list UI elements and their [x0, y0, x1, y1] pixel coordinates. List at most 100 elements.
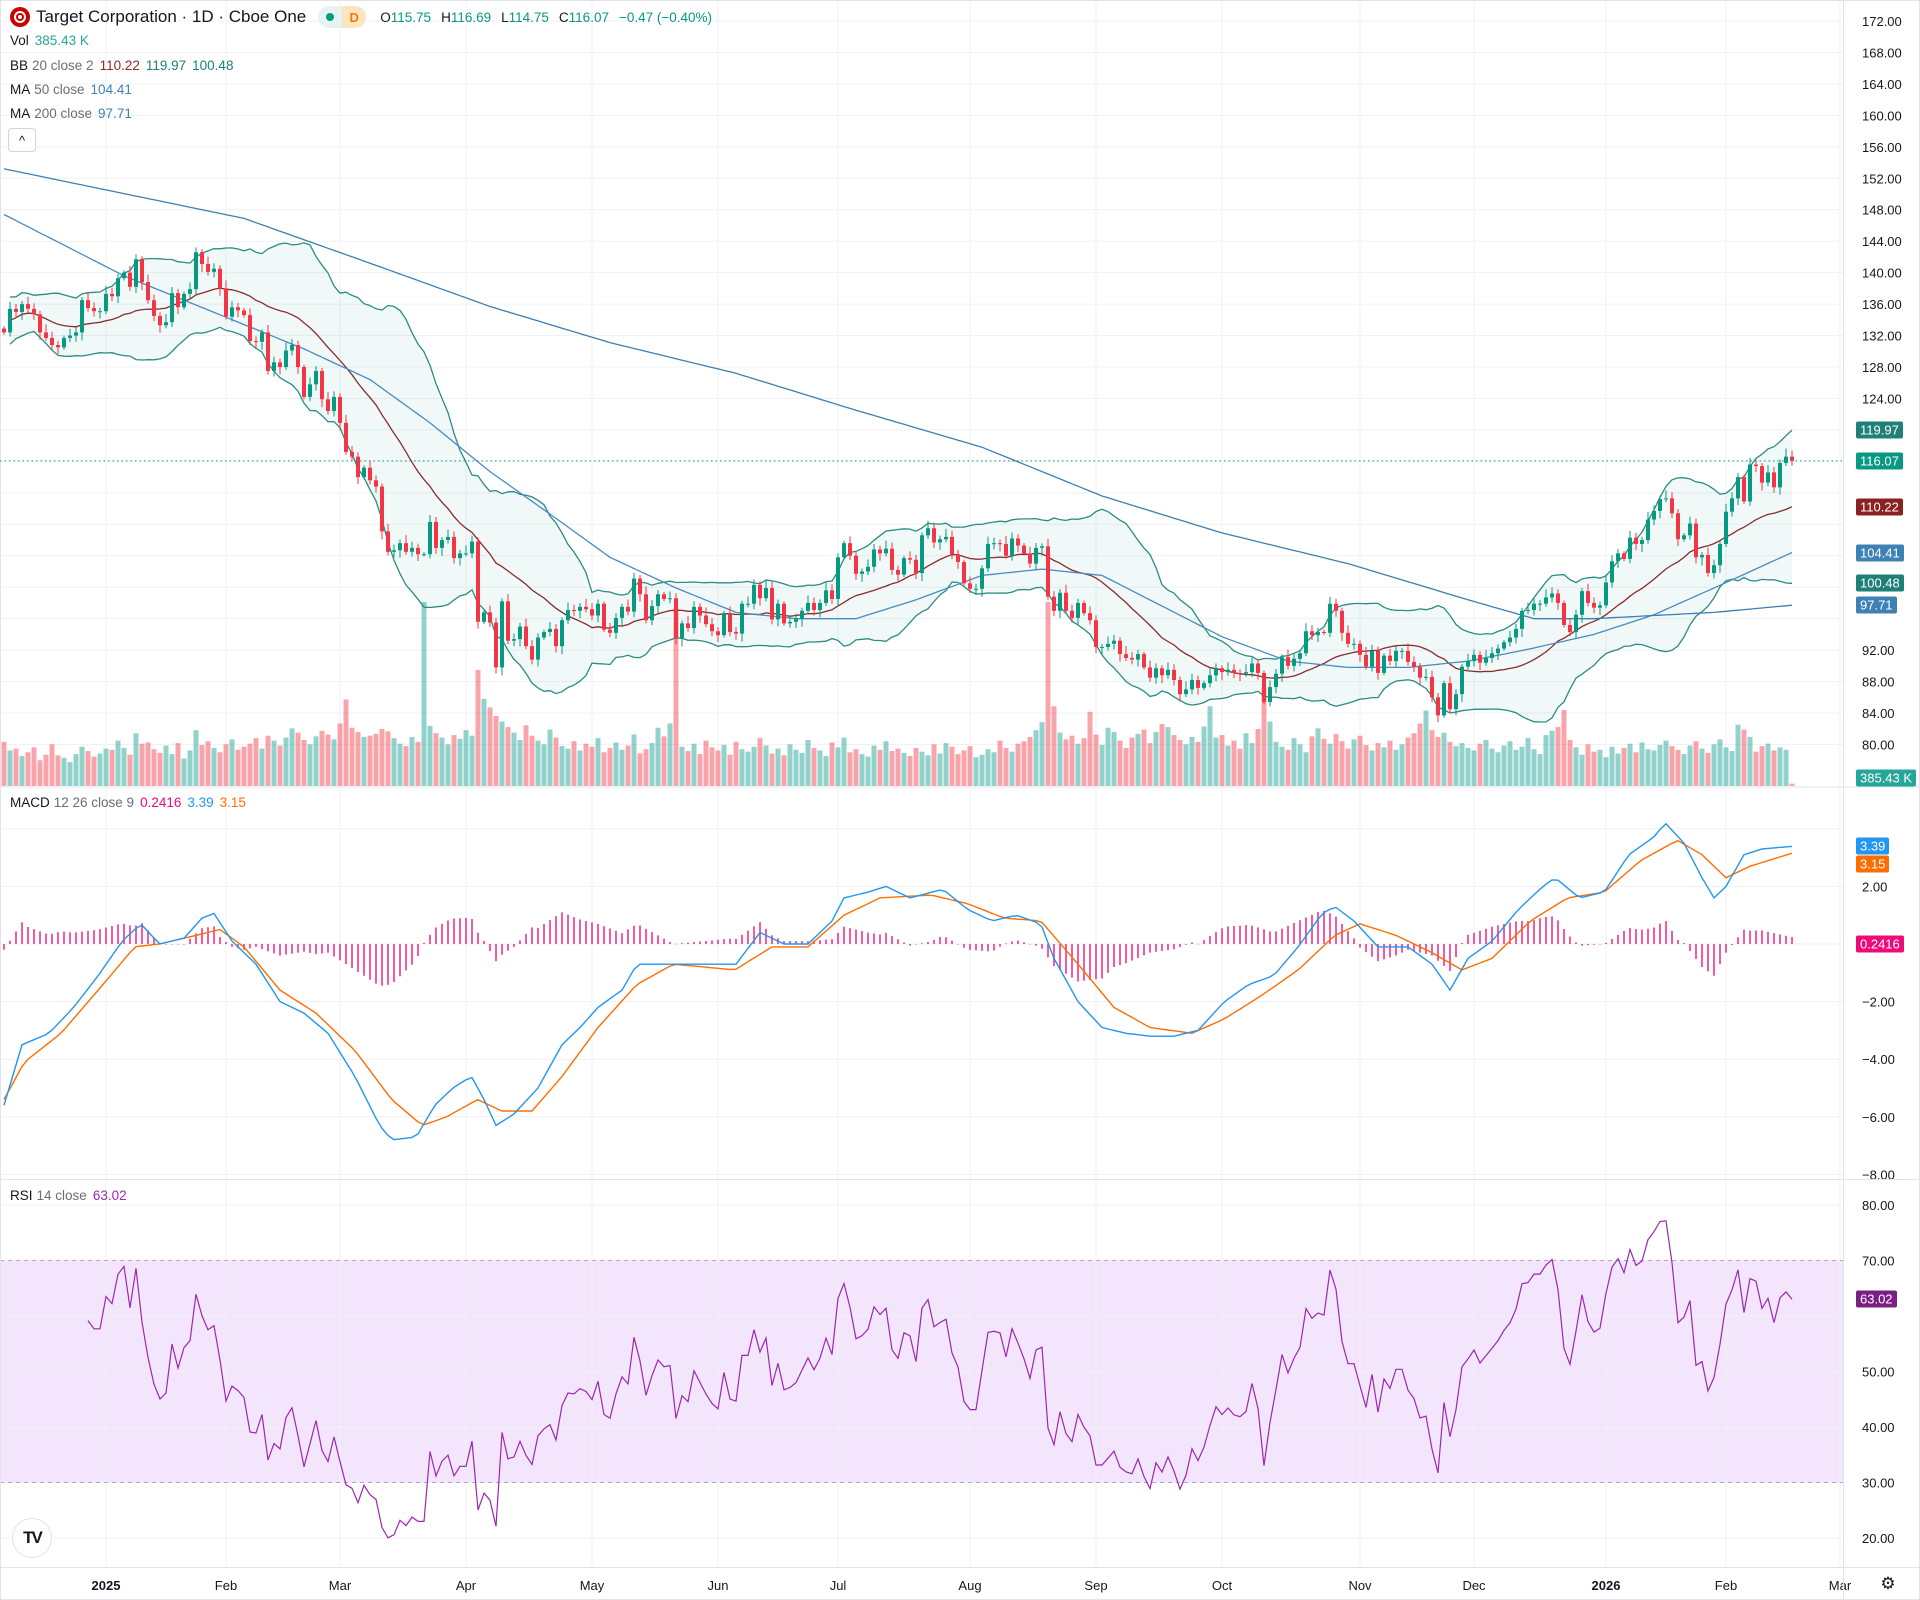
volume-bar	[265, 735, 271, 786]
candle	[170, 286, 174, 328]
volume-bar	[1129, 737, 1135, 786]
candle-body	[1694, 523, 1698, 558]
candle	[1136, 649, 1140, 667]
candle-body	[680, 623, 684, 639]
volume-bar	[709, 747, 715, 786]
candle-body	[1292, 658, 1296, 666]
macd-histogram-bar	[1521, 920, 1523, 944]
macd-histogram-bar	[321, 944, 323, 954]
price-axis-label: 128.00	[1862, 360, 1902, 375]
macd-histogram-bar	[1371, 944, 1373, 957]
candle-body	[1688, 523, 1692, 536]
candle-body	[170, 293, 174, 323]
volume-bar	[1723, 747, 1729, 786]
candle	[20, 301, 24, 320]
macd-histogram-bar	[1239, 925, 1241, 944]
volume-bar	[883, 741, 889, 786]
candle	[1166, 662, 1170, 679]
volume-bar	[1189, 736, 1195, 786]
volume-bar	[865, 756, 871, 786]
legend-ma200[interactable]: MA 200 close 97.71	[10, 104, 132, 122]
candle-body	[878, 549, 882, 554]
volume-bar	[769, 753, 775, 786]
candle	[1664, 490, 1668, 503]
candle-body	[1238, 672, 1242, 674]
volume-bar	[577, 750, 583, 786]
candle	[26, 296, 30, 313]
macd-histogram-bar	[231, 944, 233, 947]
rsi-line	[87, 1220, 1793, 1539]
candle-body	[596, 603, 600, 616]
macd-histogram-bar	[1551, 916, 1553, 944]
volume-bar	[13, 748, 19, 786]
volume-bar	[43, 754, 49, 786]
chevron-up-icon: ^	[18, 132, 26, 148]
candle-body	[938, 539, 942, 543]
legend-ma50[interactable]: MA 50 close 104.41	[10, 80, 132, 98]
macd-histogram-bar	[495, 944, 497, 962]
candle-body	[1724, 511, 1728, 544]
macd-histogram-bar	[1227, 926, 1229, 944]
candle	[818, 599, 822, 618]
macd-histogram-bar	[1167, 944, 1169, 951]
candle-body	[1532, 603, 1536, 611]
candle-body	[650, 606, 654, 621]
candle-body	[218, 268, 222, 289]
legend-macd[interactable]: MACD 12 26 close 9 0.2416 3.39 3.15	[10, 793, 246, 811]
candle-body	[692, 606, 696, 629]
price-axis-label: 156.00	[1862, 140, 1902, 155]
candle	[1628, 530, 1632, 564]
market-status-pill[interactable]: D	[318, 6, 367, 28]
candle-body	[1106, 643, 1110, 647]
volume-bar	[535, 740, 541, 786]
macd-histogram-bar	[393, 944, 395, 983]
legend-bollinger[interactable]: BB 20 close 2 110.22 119.97 100.48	[10, 56, 233, 74]
last-price-tag: 116.07	[1856, 452, 1903, 470]
candle	[1772, 466, 1776, 493]
symbol-title[interactable]: Target Corporation · 1D · Cboe One	[36, 7, 307, 26]
candle	[1610, 555, 1614, 588]
candle	[764, 579, 768, 602]
time-axis-label: May	[580, 1578, 605, 1593]
candle	[8, 302, 12, 337]
candle-body	[446, 536, 450, 541]
candle-body	[578, 606, 582, 611]
candle-body	[332, 396, 336, 412]
collapse-legend-button[interactable]: ^	[8, 128, 36, 152]
volume-bar	[427, 725, 433, 786]
candle	[1004, 535, 1008, 559]
candle	[506, 593, 510, 645]
macd-histogram-bar	[687, 942, 689, 944]
volume-bar	[1345, 748, 1351, 786]
candle-body	[356, 456, 360, 478]
gear-icon[interactable]: ⚙	[1878, 1574, 1898, 1594]
candle-body	[926, 528, 930, 536]
volume-bar	[1711, 744, 1717, 786]
macd-histogram-bar	[291, 944, 293, 954]
candle	[386, 523, 390, 556]
macd-histogram-bar	[1191, 942, 1193, 944]
candle-body	[1262, 672, 1266, 703]
legend-volume[interactable]: Vol 385.43 K	[10, 31, 89, 49]
macd-histogram-bar	[549, 920, 551, 944]
candle-body	[1676, 513, 1680, 540]
macd-histogram-bar	[663, 938, 665, 944]
macd-histogram-bar	[93, 930, 95, 944]
tradingview-logo-icon[interactable]: TV	[12, 1518, 52, 1558]
candle	[116, 273, 120, 304]
volume-bar	[157, 752, 163, 786]
macd-histogram-bar	[411, 944, 413, 965]
candle-body	[1388, 655, 1392, 662]
candle	[962, 559, 966, 586]
legend-rsi[interactable]: RSI 14 close 63.02	[10, 1186, 127, 1204]
macd-histogram-bar	[1179, 944, 1181, 948]
candle-body	[632, 578, 636, 612]
candle-body	[518, 626, 522, 640]
macd-axis-label: −8.00	[1862, 1167, 1895, 1182]
macd-histogram-bar	[771, 935, 773, 944]
candle-body	[572, 610, 576, 612]
volume-bar	[193, 730, 199, 786]
macd-histogram-bar	[471, 919, 473, 944]
candle-body	[260, 332, 264, 342]
